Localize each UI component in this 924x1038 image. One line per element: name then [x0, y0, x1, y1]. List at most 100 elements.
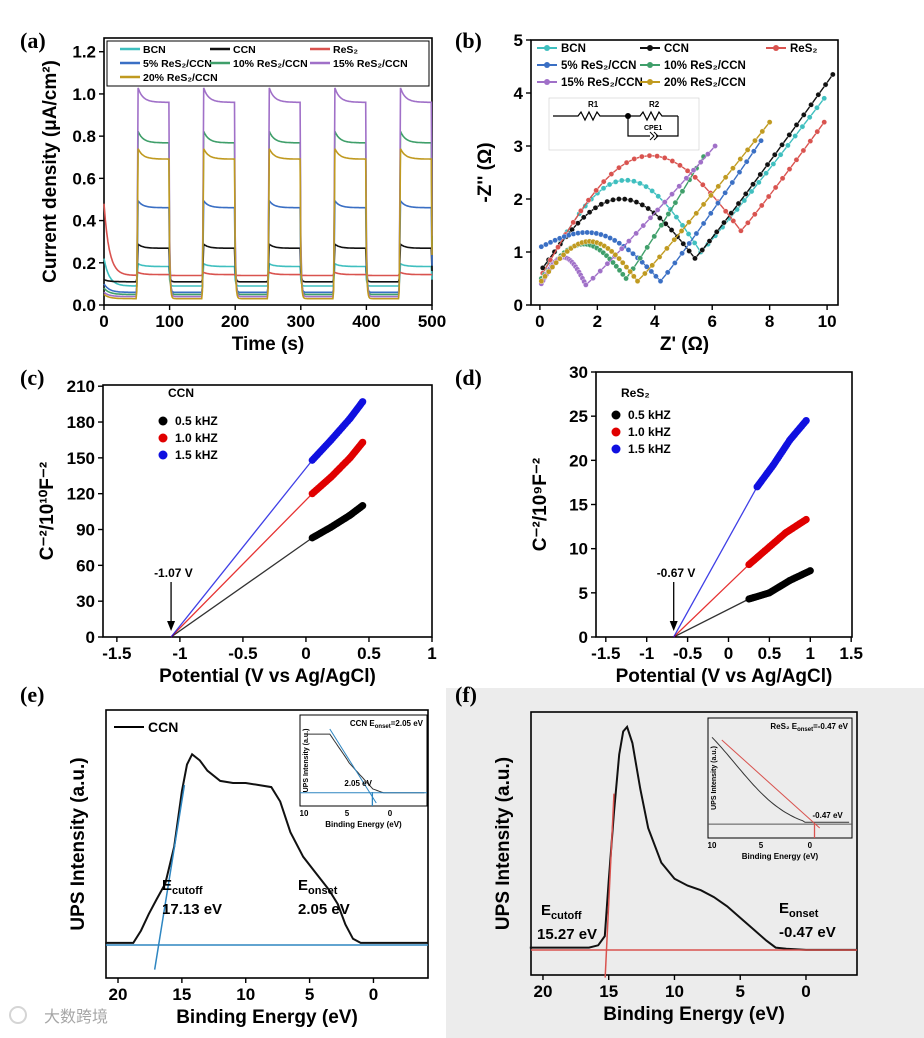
data-point — [656, 254, 663, 260]
chart-title: ReS₂ — [621, 386, 650, 400]
data-point — [593, 230, 600, 237]
panel-label: (d) — [455, 365, 482, 390]
data-point — [722, 174, 729, 181]
data-point — [570, 219, 577, 226]
data-point — [802, 515, 810, 524]
x-tick-label: 10 — [236, 985, 255, 1004]
circuit-label-r2: R2 — [649, 100, 660, 109]
x-tick-label: 15 — [599, 982, 618, 1001]
legend-label: 15% ReS₂/CCN — [333, 58, 408, 70]
data-point — [669, 191, 675, 197]
panel-f-ups-chart: (f) 20 15 10 5 0 Binding Energy (eV) UPS Intens… — [455, 682, 858, 1025]
data-point — [604, 260, 611, 267]
data-point — [545, 268, 552, 275]
legend-marker — [611, 427, 621, 437]
data-point — [665, 211, 672, 217]
inset-title: CCN Eonset=2.05 eV — [350, 719, 424, 730]
data-point — [612, 251, 619, 258]
series-line-5 — [540, 145, 716, 287]
data-point — [598, 201, 605, 208]
data-point — [560, 251, 567, 258]
data-point — [618, 245, 625, 252]
data-point — [793, 157, 800, 163]
y-tick-label: 4 — [514, 84, 524, 103]
legend-marker — [647, 62, 653, 68]
data-point — [600, 185, 607, 192]
x-tick-label: 2 — [593, 312, 602, 331]
inset-title: ReS₂ Eonset=-0.47 eV — [770, 722, 848, 733]
plot-frame — [105, 709, 429, 979]
extrapolation-line-1 — [673, 564, 750, 638]
legend: BCN CCN ReS₂ 5% ReS₂/CCN 10% ReS₂/CCN 15% ReS… — [106, 40, 430, 87]
inset-title-sub: onset — [375, 724, 391, 730]
annotation-symbol: E — [298, 877, 308, 894]
extrapolation-line-2 — [170, 459, 313, 638]
data-point — [686, 219, 692, 225]
data-point — [621, 196, 628, 202]
data-point — [748, 188, 755, 195]
x-tick-label: -1 — [639, 644, 654, 663]
data-point — [751, 148, 757, 155]
data-point — [627, 197, 634, 203]
data-point — [741, 197, 748, 204]
data-point — [611, 237, 618, 244]
y-tick-label: 0 — [579, 628, 588, 647]
annotation-label: Ecutoff — [541, 902, 582, 922]
data-point — [779, 142, 785, 148]
extrapolation-line-0 — [170, 537, 313, 638]
legend-label: 5% ReS₂/CCN — [143, 58, 212, 70]
data-point — [679, 222, 686, 229]
data-point — [785, 142, 791, 149]
data-point — [633, 230, 639, 237]
extrapolation-line-0 — [673, 598, 750, 638]
data-point — [600, 178, 607, 185]
inset-marker-label: 2.05 eV — [344, 779, 372, 788]
data-point — [542, 273, 548, 280]
plot-frame — [530, 39, 839, 306]
chart-title: CCN — [168, 386, 194, 400]
data-point — [673, 214, 680, 220]
extrapolation-line-2 — [673, 486, 758, 638]
data-point — [642, 270, 648, 277]
watermark: 大数跨境 — [9, 1006, 108, 1026]
data-point — [705, 151, 711, 157]
annotation-value: -0.47 eV — [779, 924, 836, 941]
legend-label: 20% ReS₂/CCN — [143, 72, 218, 84]
data-point — [625, 247, 632, 253]
legend-marker — [158, 416, 168, 426]
x-tick-label: -0.5 — [228, 644, 257, 663]
data-point — [721, 219, 727, 226]
data-point — [646, 152, 653, 159]
plot-frame — [102, 384, 433, 638]
inset-title-text: CCN E — [350, 719, 376, 728]
legend-marker — [158, 433, 168, 443]
annotation-symbol: E — [779, 900, 789, 917]
inset-y-axis-label: UPS Intensity (a.u.) — [711, 746, 718, 810]
y-tick-label: 25 — [569, 407, 588, 426]
panel-d-mott-schottky-chart: (d) -1.5 -1 -0.5 0 0.5 1 1.5 0 5 10 15 20 25 30 Potenti… — [455, 363, 863, 687]
y-tick-label: 0 — [86, 628, 95, 647]
annotation-label: -0.67 V — [657, 566, 696, 580]
inset-x-tick-label: 0 — [808, 841, 813, 850]
data-point — [607, 235, 613, 241]
data-point — [640, 222, 647, 229]
data-point — [627, 268, 633, 275]
x-tick-label: 0 — [724, 644, 733, 663]
annotation-value: 17.13 eV — [162, 901, 222, 918]
data-point — [821, 95, 828, 102]
inset-title-sub: onset — [797, 727, 813, 733]
y-tick-label: 90 — [76, 521, 95, 540]
inset-x-tick-label: 0 — [388, 809, 393, 818]
y-tick-label: 150 — [67, 449, 95, 468]
data-point — [604, 198, 610, 205]
circuit-node — [625, 113, 631, 119]
x-tick-label: -1.5 — [591, 644, 620, 663]
data-point — [830, 71, 836, 78]
panel-label: (b) — [455, 28, 482, 53]
data-point — [744, 147, 751, 153]
annotation-label: -1.07 V — [154, 566, 193, 580]
data-point — [677, 162, 683, 169]
y-axis-label: C⁻²/10⁹F⁻² — [530, 458, 551, 551]
data-point — [669, 158, 676, 164]
data-point — [692, 255, 698, 262]
